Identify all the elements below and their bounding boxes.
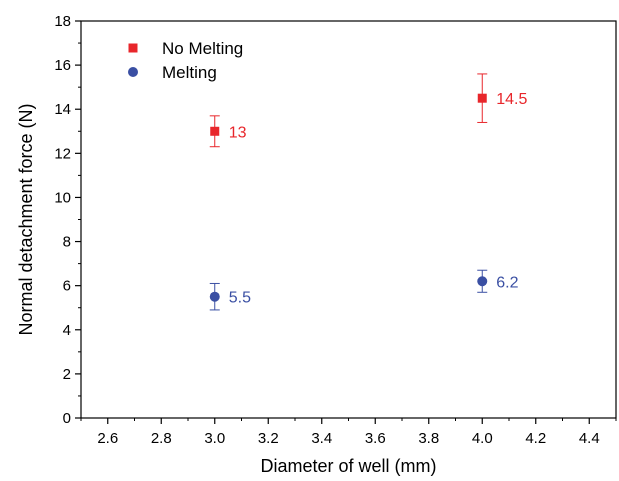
x-tick-label: 3.8 — [418, 430, 439, 447]
y-tick-label: 14 — [54, 101, 71, 118]
data-point — [210, 126, 220, 136]
y-axis-ticks: 0 2 4 6 8 10 12 14 16 18 — [54, 13, 81, 427]
y-tick-label: 12 — [54, 145, 71, 162]
data-label: 5.5 — [229, 290, 251, 307]
plot-frame — [80, 20, 617, 419]
x-tick-label: 4.2 — [525, 430, 546, 447]
data-point — [477, 276, 488, 287]
data-marks: 13 14.5 5.5 6.2 — [209, 73, 527, 311]
x-tick-label: 2.8 — [151, 430, 172, 447]
y-tick-label: 4 — [63, 322, 71, 339]
legend-marker — [128, 67, 138, 77]
y-tick-label: 8 — [63, 234, 71, 251]
legend-label: No Melting — [162, 39, 243, 58]
y-tick-label: 6 — [63, 278, 71, 295]
legend-label: Melting — [162, 63, 217, 82]
data-label: 13 — [229, 124, 247, 141]
x-tick-label: 4.4 — [579, 430, 600, 447]
y-tick-label: 16 — [54, 57, 71, 74]
legend: No Melting Melting — [128, 39, 243, 82]
y-tick-label: 0 — [63, 410, 71, 427]
y-tick-label: 18 — [54, 13, 71, 30]
x-tick-label: 3.6 — [365, 430, 386, 447]
x-tick-label: 3.0 — [204, 430, 225, 447]
x-tick-label: 3.2 — [258, 430, 279, 447]
data-label: 6.2 — [496, 274, 518, 291]
x-axis-title: Diameter of well (mm) — [260, 456, 436, 476]
data-point — [209, 291, 220, 302]
y-tick-label: 2 — [63, 366, 71, 383]
legend-marker — [128, 43, 138, 53]
x-tick-label: 4.0 — [472, 430, 493, 447]
y-axis-title: Normal detachment force (N) — [16, 103, 36, 335]
y-tick-label: 10 — [54, 189, 71, 206]
x-axis-ticks: 2.6 2.8 3.0 3.2 3.4 3.6 3.8 4.0 4.2 4.4 — [80, 418, 617, 447]
x-tick-label: 3.4 — [311, 430, 332, 447]
x-tick-label: 2.6 — [97, 430, 118, 447]
data-label: 14.5 — [496, 91, 527, 108]
data-point — [477, 93, 487, 103]
